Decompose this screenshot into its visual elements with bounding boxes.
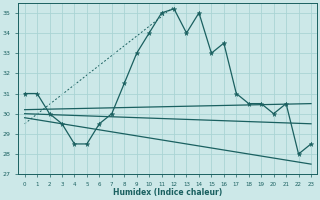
- X-axis label: Humidex (Indice chaleur): Humidex (Indice chaleur): [113, 188, 222, 197]
